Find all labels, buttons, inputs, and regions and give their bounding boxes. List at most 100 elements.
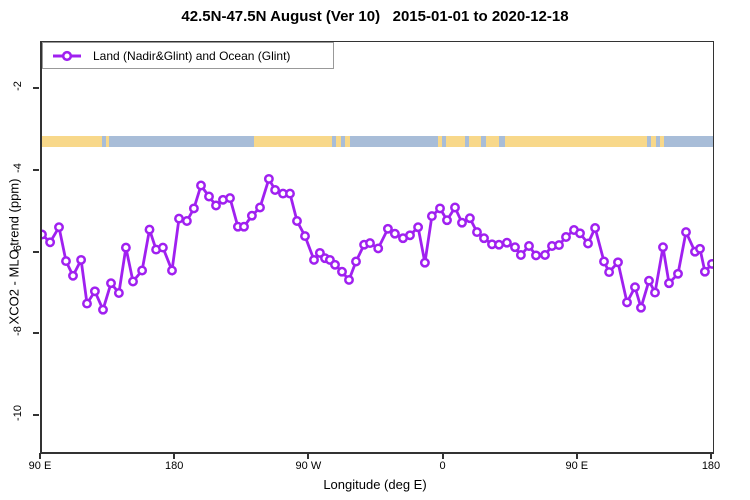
x-tick-label: 90 E	[28, 460, 52, 472]
data-point	[351, 256, 361, 267]
strip-segment-ocean	[664, 136, 713, 147]
data-point	[113, 288, 124, 298]
x-tick-mark	[441, 453, 444, 459]
data-point	[681, 227, 691, 238]
strip-segment-ocean	[332, 136, 336, 147]
strip-segment-land	[42, 136, 102, 147]
legend-line-marker	[53, 50, 81, 61]
data-point	[300, 231, 310, 242]
data-point	[583, 238, 593, 249]
data-point	[510, 242, 520, 253]
data-point	[211, 200, 221, 211]
x-tick-label: 180	[165, 460, 184, 472]
strip-segment-ocean	[499, 136, 505, 147]
data-point	[89, 286, 100, 297]
x-axis-label: Longitude (deg E)	[323, 477, 427, 492]
data-point	[699, 266, 710, 277]
data-point	[531, 250, 541, 261]
data-point	[419, 257, 430, 268]
data-point	[76, 254, 87, 265]
data-point	[604, 267, 615, 278]
data-point	[590, 223, 601, 233]
strip-segment-land	[651, 136, 656, 147]
data-point	[707, 258, 713, 269]
plot-area: Land (Nadir&Glint) and Ocean (Glint)	[40, 41, 714, 454]
strip-segment-ocean	[341, 136, 345, 147]
data-point	[515, 250, 526, 260]
data-point	[524, 241, 534, 251]
data-point	[658, 242, 668, 253]
data-point	[225, 193, 235, 204]
data-point	[309, 254, 319, 265]
data-point	[292, 216, 302, 226]
data-point	[426, 211, 437, 222]
data-point	[599, 256, 609, 267]
data-point	[650, 287, 660, 298]
data-point	[382, 223, 393, 234]
data-point	[137, 265, 148, 276]
data-point	[128, 276, 138, 287]
data-point	[68, 270, 78, 281]
data-point	[389, 228, 400, 239]
data-point	[413, 222, 424, 233]
data-point	[479, 233, 489, 244]
data-point	[540, 250, 550, 260]
data-point	[613, 257, 623, 268]
data-point	[472, 227, 482, 238]
x-tick-label: 0	[439, 460, 446, 472]
strip-segment-ocean	[102, 136, 106, 147]
data-point	[337, 266, 347, 277]
y-tick-label: -2	[12, 81, 24, 91]
strip-segment-land	[469, 136, 481, 147]
data-point	[442, 215, 452, 226]
data-point	[561, 232, 571, 242]
strip-segment-land	[660, 136, 664, 147]
data-point	[167, 265, 177, 276]
strip-segment-land	[254, 136, 332, 147]
strip-segment-land	[446, 136, 465, 147]
data-point	[494, 239, 504, 250]
strip-segment-ocean	[109, 136, 254, 147]
data-point	[196, 180, 206, 191]
y-tick-mark	[33, 168, 39, 171]
strip-segment-land	[105, 136, 110, 147]
strip-segment-ocean	[647, 136, 651, 147]
chart-title: 42.5N-47.5N August (Ver 10) 2015-01-01 t…	[181, 8, 569, 25]
data-point	[61, 256, 71, 267]
x-tick-label: 180	[701, 460, 721, 472]
data-point	[695, 243, 705, 254]
data-point	[365, 238, 375, 249]
strip-segment-land	[345, 136, 350, 147]
data-point	[106, 278, 116, 289]
y-tick-mark	[33, 250, 39, 253]
strip-segment-land	[336, 136, 341, 147]
data-point	[263, 173, 274, 184]
data-point	[457, 217, 467, 228]
strip-segment-ocean	[465, 136, 469, 147]
data-point	[636, 302, 646, 313]
data-point	[157, 242, 168, 253]
data-point	[188, 203, 199, 214]
data-point	[622, 297, 632, 308]
data-point	[344, 274, 354, 285]
data-point	[554, 240, 564, 251]
data-point	[144, 224, 155, 235]
data-point	[630, 282, 640, 293]
x-tick-label: 90 E	[565, 460, 589, 472]
strip-segment-ocean	[442, 136, 446, 147]
data-point	[204, 191, 214, 202]
data-point	[246, 210, 257, 221]
strip-segment-land	[505, 136, 647, 147]
y-tick-label: -10	[12, 405, 24, 421]
data-point	[330, 259, 340, 270]
x-tick-mark	[575, 453, 578, 459]
data-point	[673, 268, 683, 279]
data-point	[54, 222, 64, 233]
data-point	[435, 203, 445, 214]
strip-segment-ocean	[656, 136, 660, 147]
data-point	[644, 275, 654, 286]
strip-segment-ocean	[481, 136, 486, 147]
strip-segment-ocean	[350, 136, 438, 147]
y-tick-mark	[33, 414, 39, 416]
